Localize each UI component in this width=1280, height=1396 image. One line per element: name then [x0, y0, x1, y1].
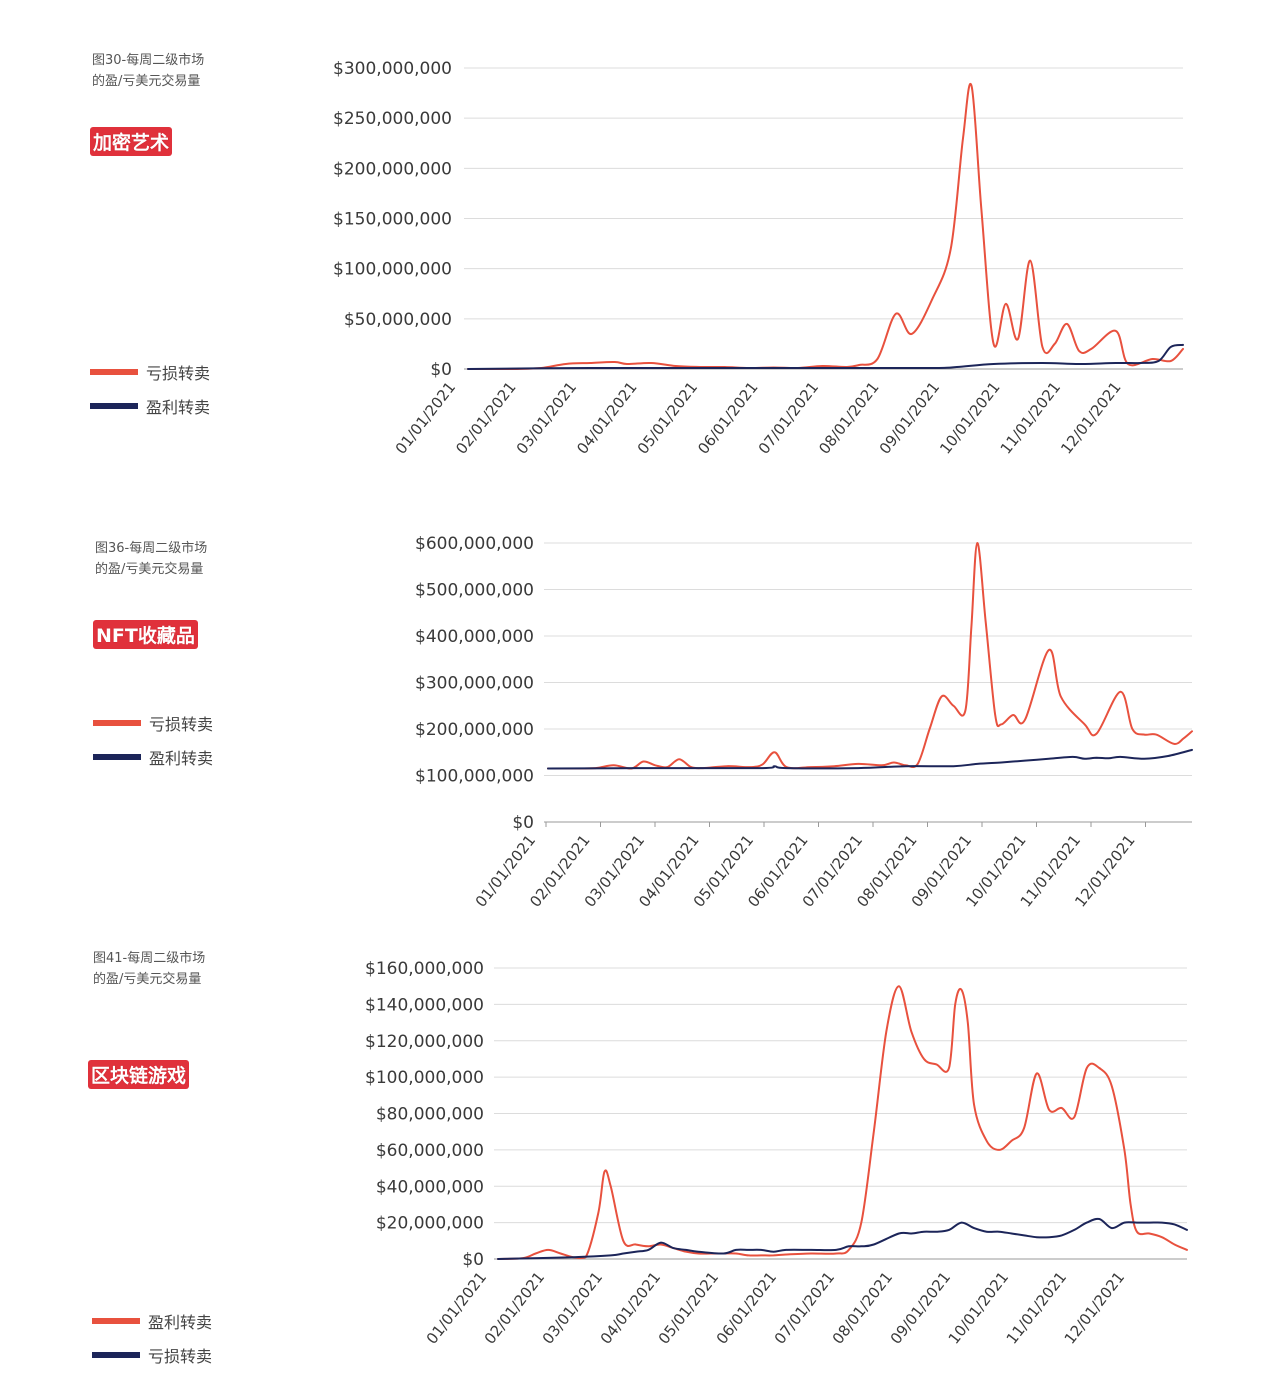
- legend-item-profit: 盈利转卖: [93, 740, 213, 774]
- x-tick-label: 11/01/2021: [1003, 1268, 1070, 1347]
- figure-title-line2: 的盈/亏美元交易量: [95, 562, 204, 577]
- y-tick-label: $20,000,000: [376, 1214, 484, 1234]
- y-tick-label: $200,000,000: [415, 720, 534, 740]
- legend-label: 盈利转卖: [149, 749, 214, 768]
- figure-title-line2: 的盈/亏美元交易量: [93, 972, 202, 987]
- legend-item-loss: 亏损转卖: [90, 355, 210, 389]
- legend-label: 盈利转卖: [146, 398, 211, 417]
- x-tick-label: 03/01/2021: [513, 378, 580, 457]
- y-tick-label: $300,000,000: [415, 674, 534, 694]
- x-tick-label: 11/01/2021: [997, 378, 1064, 457]
- legend-swatch-navy: [92, 1352, 140, 1358]
- y-tick-label: $80,000,000: [376, 1105, 484, 1125]
- x-tick-label: 06/01/2021: [694, 378, 761, 457]
- x-tick-label: 01/01/2021: [392, 378, 459, 457]
- category-label: NFT收藏品: [93, 620, 198, 649]
- y-tick-label: $120,000,000: [365, 1032, 484, 1052]
- series-line-red: [547, 541, 1193, 770]
- legend-swatch-red: [93, 720, 141, 726]
- x-tick-label: 12/01/2021: [1057, 378, 1124, 457]
- y-tick-label: $100,000,000: [333, 260, 452, 280]
- legend-item-profit: 盈利转卖: [92, 1304, 212, 1338]
- y-tick-label: $250,000,000: [333, 109, 452, 129]
- legend-item-profit: 盈利转卖: [90, 389, 210, 423]
- x-tick-label: 07/01/2021: [771, 1268, 838, 1347]
- chart-2: $0 $20,000,000 $40,000,000 $60,000,000 $80,0…: [365, 959, 1188, 1348]
- x-tick-label: 09/01/2021: [876, 378, 943, 457]
- x-tick-label: 05/01/2021: [634, 378, 701, 457]
- y-tick-label: $40,000,000: [376, 1177, 484, 1197]
- category-label: 加密艺术: [90, 127, 173, 156]
- y-tick-label: $150,000,000: [333, 210, 452, 230]
- legend-swatch-red: [90, 369, 138, 375]
- y-tick-label: $60,000,000: [376, 1141, 484, 1161]
- category-label: 区块链游戏: [88, 1060, 190, 1089]
- x-tick-label: 05/01/2021: [655, 1268, 722, 1347]
- figure-title-line1: 图41-每周二级市场: [93, 951, 206, 966]
- x-tick-label: 09/01/2021: [887, 1268, 954, 1347]
- x-tick-label: 04/01/2021: [573, 378, 640, 457]
- figure-title: 图30-每周二级市场 的盈/亏美元交易量: [92, 50, 242, 92]
- chart-1: $0 $100,000,000 $200,000,000 $300,000,000 $4…: [415, 534, 1193, 911]
- y-tick-label: $0: [430, 360, 452, 380]
- legend-item-loss: 亏损转卖: [93, 706, 213, 740]
- x-tick-label: 02/01/2021: [452, 378, 519, 457]
- series-line-navy: [547, 748, 1193, 770]
- x-tick-label: 08/01/2021: [829, 1268, 896, 1347]
- y-tick-label: $50,000,000: [344, 310, 452, 330]
- x-tick-label: 08/01/2021: [815, 378, 882, 457]
- x-tick-label: 03/01/2021: [539, 1268, 606, 1347]
- legend-label: 亏损转卖: [149, 715, 214, 734]
- y-tick-label: $100,000,000: [365, 1068, 484, 1088]
- legend: 亏损转卖 盈利转卖: [90, 355, 210, 423]
- legend-label: 亏损转卖: [146, 364, 211, 383]
- y-tick-label: $600,000,000: [415, 534, 534, 554]
- legend-swatch-red: [92, 1318, 140, 1324]
- series-line-red: [467, 82, 1184, 370]
- chart-0: $0 $50,000,000 $100,000,000 $150,000,000 $20…: [333, 59, 1184, 458]
- x-tick-label: 10/01/2021: [945, 1268, 1012, 1347]
- y-tick-label: $0: [462, 1250, 484, 1270]
- legend-swatch-navy: [93, 754, 141, 760]
- y-tick-label: $400,000,000: [415, 627, 534, 647]
- y-tick-label: $0: [512, 813, 534, 833]
- y-tick-label: $160,000,000: [365, 959, 484, 979]
- y-tick-label: $140,000,000: [365, 995, 484, 1015]
- x-tick-label: 10/01/2021: [936, 378, 1003, 457]
- legend-item-loss: 亏损转卖: [92, 1338, 212, 1372]
- y-tick-label: $300,000,000: [333, 59, 452, 79]
- figure-title-line1: 图36-每周二级市场: [95, 541, 208, 556]
- figure-title-line1: 图30-每周二级市场: [92, 53, 205, 68]
- series-line-red: [497, 985, 1188, 1260]
- legend-label: 盈利转卖: [148, 1313, 213, 1332]
- figure-title-line2: 的盈/亏美元交易量: [92, 74, 201, 89]
- legend: 亏损转卖 盈利转卖: [93, 706, 213, 774]
- series-line-navy: [467, 343, 1184, 370]
- x-tick-label: 06/01/2021: [713, 1268, 780, 1347]
- y-tick-label: $200,000,000: [333, 159, 452, 179]
- y-tick-label: $500,000,000: [415, 581, 534, 601]
- legend-swatch-navy: [90, 403, 138, 409]
- legend: 盈利转卖 亏损转卖: [92, 1304, 212, 1372]
- y-tick-label: $100,000,000: [415, 767, 534, 787]
- legend-label: 亏损转卖: [148, 1347, 213, 1366]
- x-tick-label: 07/01/2021: [755, 378, 822, 457]
- x-tick-label: 12/01/2021: [1061, 1268, 1128, 1347]
- figure-title: 图36-每周二级市场 的盈/亏美元交易量: [95, 538, 245, 580]
- figure-title: 图41-每周二级市场 的盈/亏美元交易量: [93, 948, 243, 990]
- x-tick-label: 01/01/2021: [423, 1268, 490, 1347]
- x-tick-label: 02/01/2021: [481, 1268, 548, 1347]
- series-line-navy: [497, 1217, 1188, 1260]
- x-tick-label: 04/01/2021: [597, 1268, 664, 1347]
